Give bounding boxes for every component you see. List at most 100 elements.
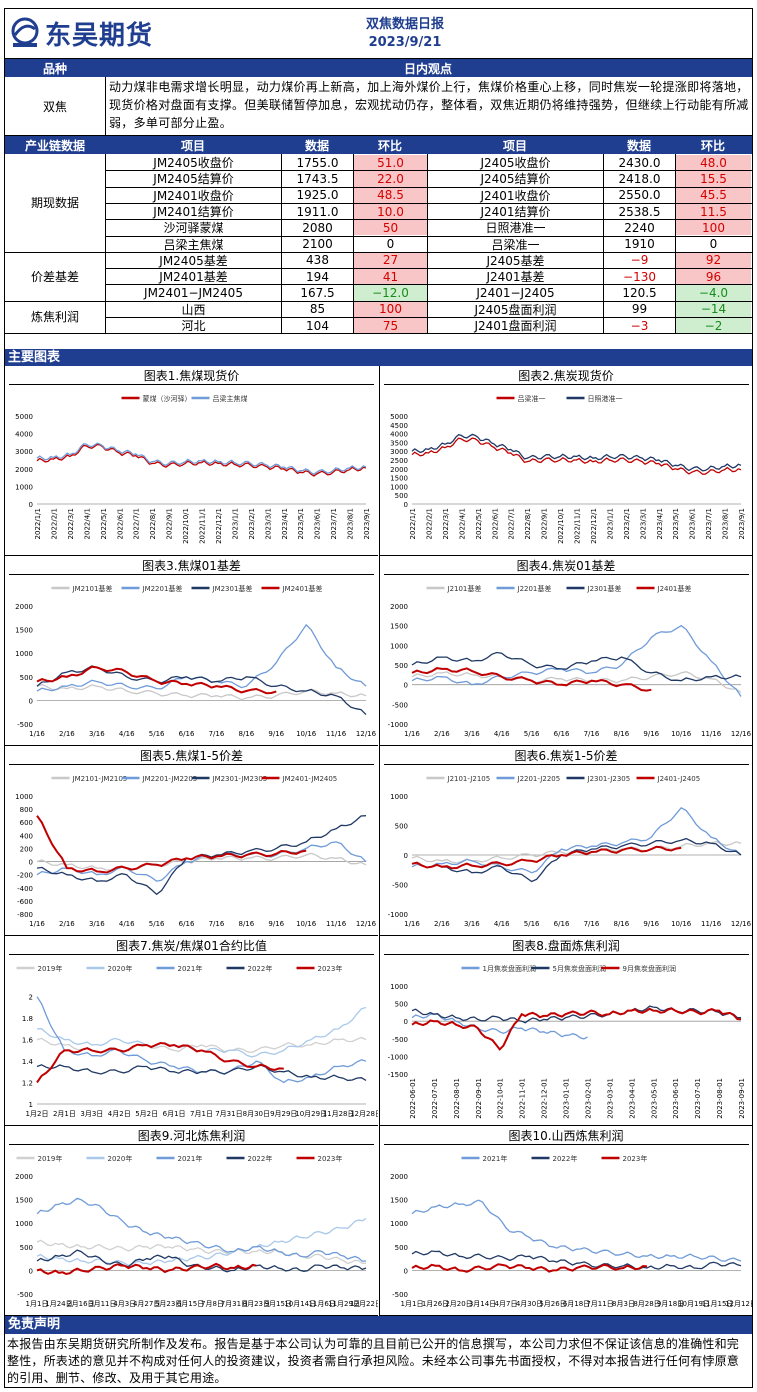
x-tick-label: 11月29日: [328, 1300, 360, 1308]
x-tick-label: 7/16: [584, 920, 600, 928]
series-line: [36, 1239, 367, 1265]
y-tick-label: 2: [29, 994, 33, 1002]
x-tick-label: 2023-05-01: [650, 1078, 658, 1119]
x-tick-label: 2022/2/1: [425, 508, 433, 539]
logo-mark-icon: [11, 17, 39, 47]
series-line: [411, 845, 682, 870]
x-tick-label: 8/16: [613, 730, 629, 738]
x-tick-label: 2023/3/1: [639, 508, 647, 539]
y-tick-label: 400: [20, 832, 33, 840]
chart-svg: 蒙煤（沙河驿） 吕梁主焦煤 5000 4000 3000 2000 1000 02022/1/…: [15, 394, 371, 544]
group-label: 期现数据: [30, 196, 79, 211]
y-tick-label: 500: [395, 492, 408, 500]
x-tick-label: 5/16: [149, 920, 165, 928]
table-cell-d2: 2430.0: [618, 155, 661, 170]
table-cell-d2: 120.5: [622, 286, 657, 301]
table-cell-c2: 100: [676, 220, 751, 236]
x-tick-label: 2023/2/1: [248, 508, 256, 539]
legend-label: J2201-J2205: [517, 775, 561, 783]
x-tick-label: 7/16: [584, 730, 600, 738]
x-tick-label: 6月15日: [177, 1300, 204, 1308]
chart-svg: JM2101基差 JM2201基差 JM2301基差 JM2401基差 2000 1500…: [15, 584, 377, 738]
th-item-1: 项目: [180, 138, 205, 153]
series-line: [36, 623, 367, 692]
x-tick-label: 3/16: [89, 730, 105, 738]
y-tick-label: 2000: [390, 1173, 408, 1181]
x-tick-label: 2022-12-01: [541, 1078, 549, 1119]
table-cell-i1: 山西: [181, 302, 206, 317]
table-cell-i1: 吕梁主焦煤: [163, 237, 224, 252]
legend-label: 吕梁准一: [518, 394, 546, 403]
x-tick-label: 2023/4/1: [656, 508, 664, 539]
table-cell-i2: 吕梁准一: [491, 237, 540, 252]
x-tick-label: 7月11日: [586, 1300, 613, 1308]
th-change-1: 环比: [377, 138, 402, 153]
y-tick-label: -500: [17, 721, 33, 729]
x-tick-label: 1月1日: [26, 1300, 49, 1308]
x-tick-label: 2023/1/1: [606, 508, 614, 539]
table-cell-i1: JM2401收盘价: [153, 188, 234, 203]
table-cell-c1: 27: [354, 252, 427, 269]
chart-panel: 图表1.焦煤现货价 蒙煤（沙河驿） 吕梁主焦煤 5000 4000 3000 2000 100…: [5, 366, 378, 556]
series-line: [411, 624, 742, 697]
chart-panel: 图表3.焦煤01基差 JM2101基差 JM2201基差 JM2301基差 JM2401…: [5, 556, 378, 746]
y-tick-label: -1000: [388, 1053, 408, 1061]
table-cell-d1: 194: [306, 269, 329, 284]
x-tick-label: 3月3日: [80, 1110, 103, 1118]
x-tick-label: 2022/3/1: [442, 508, 450, 539]
x-tick-label: 2022/12/1: [590, 508, 598, 544]
table-cell-i2: J2405结算价: [480, 172, 551, 187]
x-tick-label: 4/16: [119, 920, 135, 928]
th-chain: 产业链数据: [24, 138, 85, 153]
table-cell-i2: J2405收盘价: [480, 156, 551, 171]
x-tick-label: 6/16: [179, 730, 195, 738]
y-tick-label: 1000: [390, 642, 408, 650]
chart-svg: J2101基差 J2201基差 J2301基差 J2401基差 2000 1500 1000…: [388, 584, 752, 738]
legend-label: JM2401基差: [282, 584, 323, 593]
table-cell-i2: J2401盘面利润: [474, 319, 557, 334]
chart-panel: 图表4.焦炭01基差 J2101基差 J2201基差 J2301基差 J2401基差 20…: [379, 556, 752, 746]
x-tick-label: 2023/1/1: [231, 508, 239, 539]
y-tick-label: 0: [29, 697, 33, 705]
x-tick-label: 2023/9/1: [363, 508, 371, 539]
x-tick-label: 3/16: [89, 920, 105, 928]
legend-label: 蒙煤（沙河驿）: [143, 394, 192, 403]
x-tick-label: 2022/1/1: [409, 508, 417, 539]
y-tick-label: 3000: [15, 448, 33, 456]
series-line: [36, 996, 367, 1084]
x-tick-label: 2022/7/1: [508, 508, 516, 539]
x-tick-label: 12/16: [356, 730, 377, 738]
chart-title: 图表5.焦煤1-5价差: [139, 749, 244, 763]
x-tick-label: 2023/9/1: [738, 508, 746, 539]
x-tick-label: 2022/1/1: [34, 508, 42, 539]
x-tick-label: 11/16: [326, 730, 347, 738]
legend-label: 2022年: [553, 1154, 578, 1163]
chart-svg: JM2101-JM2105 JM2201-JM2205 JM2301-JM2305 J…: [15, 775, 376, 928]
y-tick-label: 2500: [390, 457, 408, 465]
y-tick-label: 500: [395, 662, 408, 670]
table-cell-c2: −4.0: [676, 285, 751, 301]
chart-panel: 图表7.焦炭/焦煤01合约比值 2019年 2020年 2021年 2022年 2023年…: [5, 936, 378, 1126]
x-tick-label: 2022-09-01: [475, 1078, 483, 1119]
table-cell-i2: J2401结算价: [480, 205, 551, 220]
report-title: 双焦数据日报: [365, 17, 444, 32]
legend-label: J2401-J2405: [657, 775, 701, 783]
x-tick-label: 2022/4/1: [458, 508, 466, 539]
legend-label: 9月焦炭盘面利润: [623, 964, 676, 973]
x-tick-label: 2022/4/1: [83, 508, 91, 539]
x-tick-label: 2022-11-01: [519, 1078, 527, 1119]
y-tick-label: 1000: [15, 483, 33, 491]
table-cell-d2: 2240: [624, 220, 655, 235]
x-tick-label: 2023-07-01: [694, 1078, 702, 1119]
table-cell-d2: −130: [623, 269, 656, 284]
x-tick-label: 3/16: [464, 920, 480, 928]
x-tick-label: 12/16: [731, 730, 752, 738]
series-line: [36, 665, 277, 695]
chart-title: 图表4.焦炭01基差: [516, 559, 616, 573]
table-cell-i1: 河北: [181, 319, 206, 334]
y-tick-label: -500: [392, 882, 408, 890]
x-tick-label: 2022-10-01: [497, 1078, 505, 1119]
x-tick-label: 2022/2/1: [50, 508, 58, 539]
x-tick-label: 3月14日: [469, 1300, 496, 1308]
company-logo: 东吴期货: [9, 15, 179, 53]
